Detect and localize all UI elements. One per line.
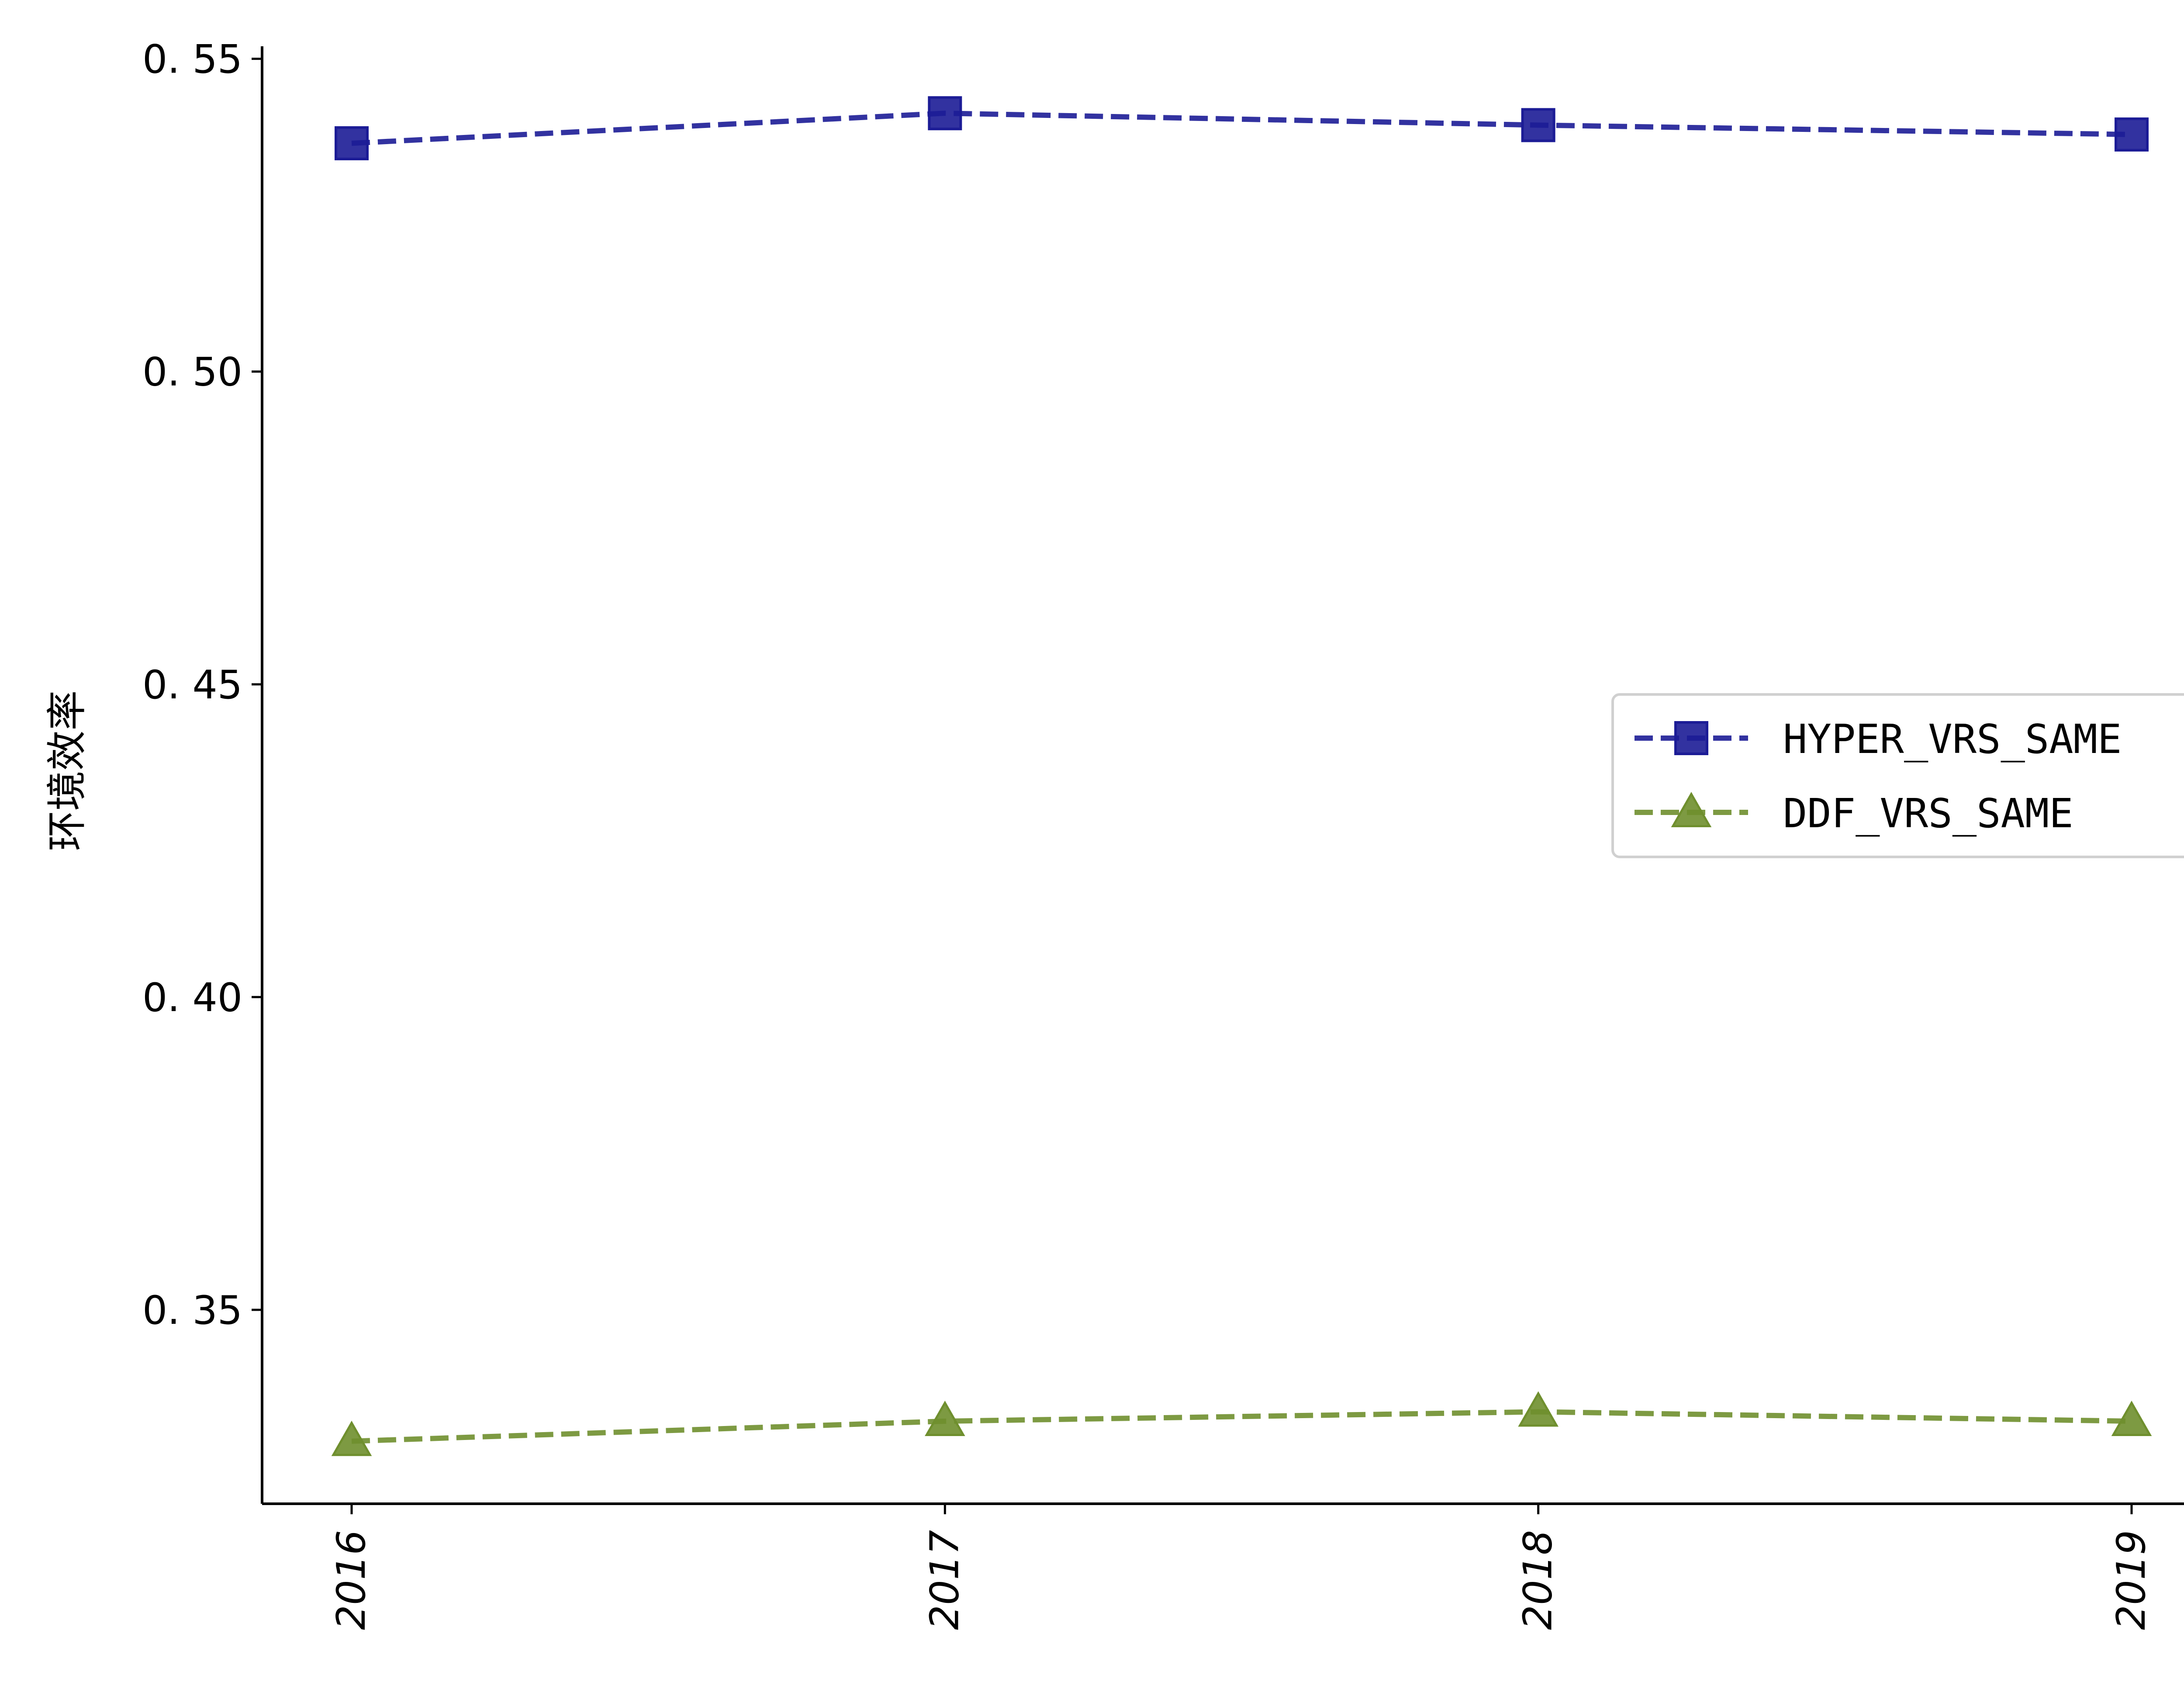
- series-line: [351, 1409, 2132, 1444]
- data-point: [335, 126, 369, 160]
- data-point: [928, 96, 962, 131]
- y-tick-label: 0. 50: [142, 349, 242, 395]
- y-tick-label: 0. 35: [142, 1288, 242, 1333]
- data-point: [2111, 1400, 2152, 1436]
- y-tick-label: 0. 45: [142, 662, 242, 708]
- x-tick-label: 2018: [1515, 1530, 1561, 1630]
- x-tick-label: 2016: [328, 1530, 374, 1630]
- x-tick-label: 2017: [922, 1530, 968, 1630]
- data-point: [2115, 117, 2149, 152]
- y-axis-label: 环境效率: [44, 690, 90, 851]
- y-ticks: 0. 35 0. 40 0. 45 0. 50 0. 55: [142, 37, 262, 1333]
- legend-marker: [1674, 721, 1708, 755]
- x-ticks: 2016 2017 2018 2019: [328, 1504, 2154, 1630]
- y-tick-label: 0. 40: [142, 975, 242, 1021]
- legend-marker: [1671, 791, 1712, 827]
- series-hyper-vrs-same: [335, 96, 2149, 160]
- series-ddf-vrs-same: [331, 1391, 2152, 1456]
- series-layer: [331, 96, 2152, 1456]
- axes: [261, 46, 2184, 1505]
- x-tick-label: 2019: [2108, 1530, 2154, 1630]
- data-point: [925, 1400, 965, 1436]
- y-tick-label: 0. 55: [142, 37, 242, 83]
- series-line: [351, 110, 2132, 146]
- data-point: [331, 1420, 372, 1456]
- data-point: [1521, 108, 1555, 142]
- legend-label: HYPER_VRS_SAME: [1783, 716, 2122, 763]
- legend-label: DDF_VRS_SAME: [1783, 790, 2073, 837]
- legend: HYPER_VRS_SAME DDF_VRS_SAME: [1611, 693, 2184, 858]
- legend-box: [1611, 693, 2184, 858]
- data-point: [1518, 1391, 1559, 1427]
